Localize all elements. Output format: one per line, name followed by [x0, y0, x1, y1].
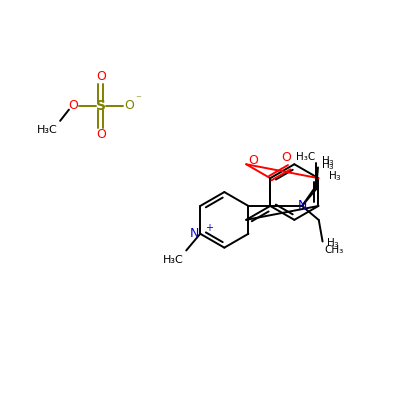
Text: H₃C: H₃C: [162, 256, 183, 266]
Text: +: +: [205, 223, 213, 233]
Text: H$_3$: H$_3$: [321, 158, 335, 172]
Text: H$_3$: H$_3$: [328, 170, 342, 184]
Text: O: O: [124, 99, 134, 112]
Text: O: O: [68, 99, 78, 112]
Text: S: S: [96, 99, 106, 113]
Text: H$_3$: H$_3$: [321, 154, 335, 168]
Text: H₃C: H₃C: [296, 152, 315, 162]
Text: N: N: [190, 227, 199, 240]
Text: ⁻: ⁻: [136, 95, 141, 105]
Text: O: O: [96, 128, 106, 141]
Text: N: N: [297, 200, 307, 212]
Text: O: O: [248, 154, 258, 167]
Text: H₃C: H₃C: [36, 125, 57, 135]
Text: H$_3$: H$_3$: [326, 237, 340, 250]
Text: CH₃: CH₃: [324, 246, 344, 256]
Text: O: O: [281, 151, 291, 164]
Text: O: O: [96, 70, 106, 83]
